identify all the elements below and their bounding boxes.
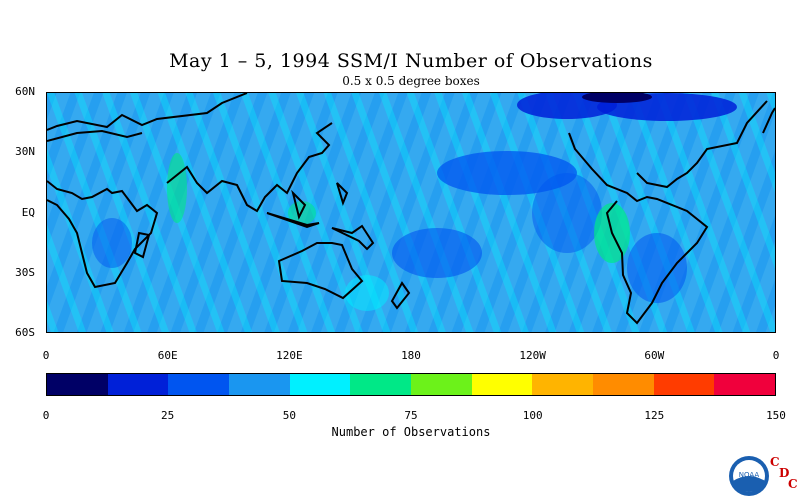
colorbar-title: Number of Observations [331,425,491,439]
colorbar-tick-label: 100 [522,409,543,422]
colorbar-tick-label: 25 [161,409,175,422]
colorbar-segment [653,374,715,395]
colorbar-segment [593,374,654,395]
noaa-logo: NOAA [729,456,769,496]
colorbar-segment [168,374,230,395]
lon-label: 120E [276,349,303,362]
map-subtitle: 0.5 x 0.5 degree boxes [342,74,480,88]
map-plot [47,93,775,332]
colorbar-tick-label: 150 [766,409,786,422]
colorbar-segment [532,374,594,395]
colorbar-segment [411,374,472,395]
colorbar-segment [107,374,169,395]
lat-label: 60N [15,85,35,98]
observation-map [46,92,776,333]
colorbar [46,373,776,396]
lon-label: 120W [519,349,546,362]
colorbar-segment [47,374,108,395]
lat-label: 30S [15,265,35,279]
lon-label: 60E [157,349,178,362]
map-title: May 1 – 5, 1994 SSM/I Number of Observat… [169,50,653,72]
colorbar-segment [350,374,412,395]
cdc-letter-d: D [779,466,790,480]
colorbar-tick-label: 75 [404,409,418,422]
cdc-letter-c2: C [788,477,798,491]
colorbar-tick-label: 50 [282,409,296,422]
cdc-letter-c1: C [770,455,780,469]
colorbar-segment [714,374,776,395]
lat-label: 30N [15,145,35,159]
lat-label: 60S [15,326,35,339]
noaa-logo-text: NOAA [739,471,760,479]
lon-label: 180 [401,349,421,362]
lat-label: EQ [21,205,35,219]
colorbar-segment [289,374,351,395]
lon-label: 60W [644,349,665,362]
coastlines [47,93,775,325]
observation-density-shading [92,93,737,311]
lon-label: 0 [42,349,50,362]
colorbar-segment [229,374,290,395]
lon-label: 0 [772,349,780,362]
colorbar-tick-label: 125 [644,409,665,422]
colorbar-tick-label: 0 [42,409,50,422]
colorbar-segment [471,374,533,395]
